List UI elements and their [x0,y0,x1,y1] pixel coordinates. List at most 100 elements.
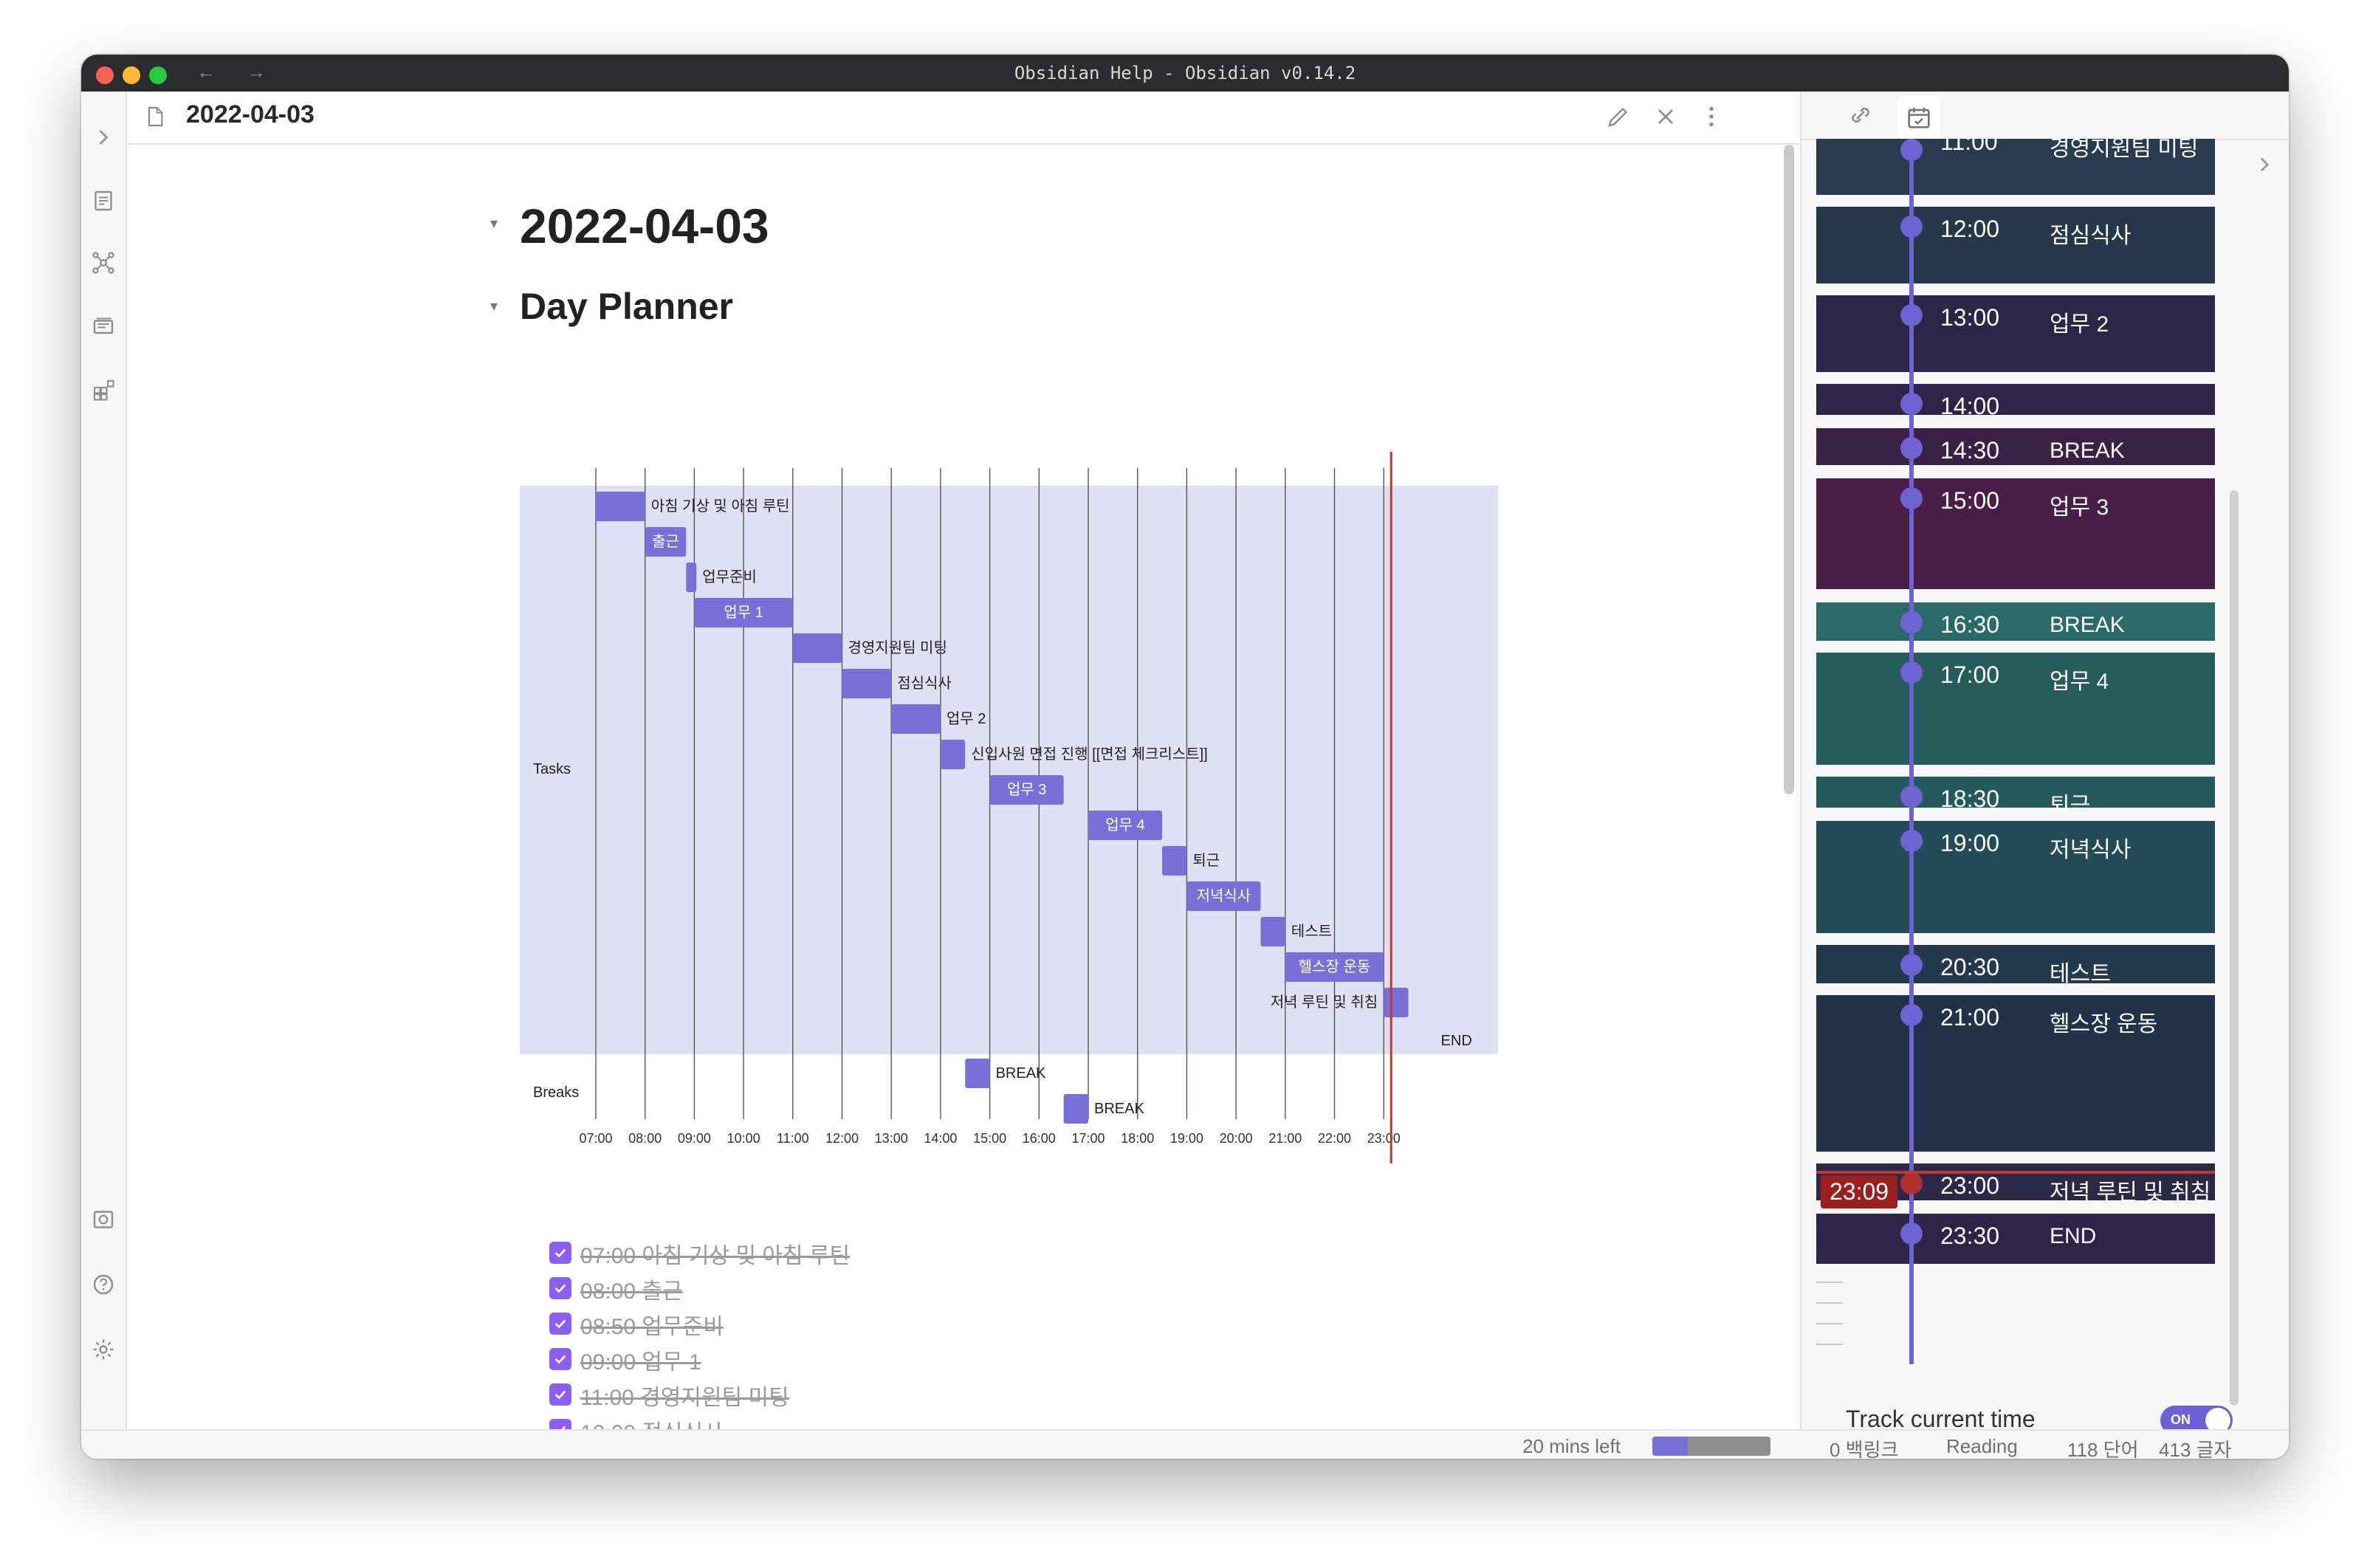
task-label: 업무 4 [1105,816,1144,833]
task-label: 퇴근 [1192,852,1220,869]
task-text: 08:00 출근 [580,1279,683,1304]
pencil-icon[interactable] [1605,103,1632,130]
sidebar-tab-header [1801,92,2289,140]
timeline-slot[interactable]: 14:30 BREAK [1816,428,2215,465]
sidebar-scrollbar[interactable] [2230,490,2239,1406]
slot-time: 11:00 [1940,139,1998,155]
day-progress-bar [1652,1437,1770,1456]
view-mode[interactable]: Reading [1946,1435,2018,1457]
slot-time: 14:00 [1940,393,2000,419]
calendar-icon [1904,103,1934,132]
slot-text: 헬스장 운동 [2050,1012,2158,1036]
help-icon[interactable] [90,1271,117,1298]
timeline-dot [1900,393,1923,415]
slot-time: 12:00 [1940,216,2000,242]
backlinks-count[interactable]: 0 백링크 [1830,1439,1899,1459]
timeline-slot[interactable]: 18:30 퇴근 [1816,777,2215,818]
task-text: 12:00 점심식사 [580,1414,724,1429]
collapse-right-sidebar-icon[interactable] [2252,152,2277,177]
close-window-button[interactable] [96,66,114,84]
close-icon[interactable] [1652,103,1679,130]
task-bar [792,633,842,663]
task-bar [694,598,793,627]
slides-icon[interactable] [90,313,117,340]
task-checkbox[interactable] [549,1242,571,1264]
day-planner-tab[interactable] [1897,96,1940,139]
row-label-tasks: Tasks [533,761,571,777]
settings-gear-icon[interactable] [90,1336,117,1363]
timeline-dot [1900,830,1923,852]
timeline-slot[interactable]: 17:00 업무 4 [1816,653,2215,765]
plugins-grid-icon[interactable] [90,376,117,403]
timeline-slot[interactable]: 11:00 경영지원팀 미팅 [1816,139,2215,195]
task-bar [686,563,697,592]
task-label: 아침 기상 및 아침 루틴 [651,498,790,515]
x-tick-label: 16:00 [1023,1131,1056,1146]
note-title[interactable]: 2022-04-03 [186,100,315,128]
timeline-slot[interactable]: 21:00 헬스장 운동 [1816,995,2215,1152]
task-bar [596,492,645,521]
task-bar [989,775,1064,805]
back-arrow-icon[interactable]: ← [196,61,216,83]
timeline-slot[interactable]: 12:00 점심식사 [1816,207,2215,283]
zoom-window-button[interactable] [149,66,167,84]
slot-text: 퇴근 [2050,794,2091,818]
timeline-dot [1900,785,1923,808]
timeline-slot[interactable]: 14:00 [1816,384,2215,419]
right-sidebar: 11:00 경영지원팀 미팅 12:00 점심식사 13:00 업무 2 14:00 14:3… [1800,92,2289,1435]
task-label: 신입사원 면접 진행 [[면접 체크리스트]] [971,746,1207,763]
timeline-slot[interactable]: 19:00 저녁식사 [1816,821,2215,933]
vault-icon[interactable] [90,1206,117,1233]
slot-text: 경영지원팀 미팅 [2050,139,2199,161]
more-options-icon[interactable] [1698,103,1725,130]
graph-view-icon[interactable] [90,250,117,276]
fold-arrow-icon[interactable]: ▾ [490,216,498,232]
timeline-slot[interactable]: 15:00 업무 3 [1816,478,2215,589]
x-tick-label: 15:00 [973,1131,1006,1146]
day-progress-fill [1652,1437,1688,1456]
timeline-dot [1900,954,1923,976]
app-window: ← → Obsidian Help - Obsidian v0.14.2 [81,55,2289,1459]
status-bar: 20 mins left 0 백링크 Reading 118 단어 413 글자 [81,1429,2289,1459]
timeline-dot [1900,661,1923,684]
task-bar [1088,811,1163,840]
timeline-slot[interactable]: 13:00 업무 2 [1816,295,2215,372]
timeline-slot[interactable]: 23:30 END [1816,1214,2215,1264]
x-tick-label: 08:00 [628,1131,662,1146]
forward-arrow-icon[interactable]: → [247,61,266,83]
file-icon [143,103,167,130]
backlinks-icon[interactable] [1846,100,1875,130]
x-tick-label: 14:00 [924,1131,957,1146]
task-checkbox[interactable] [549,1313,571,1335]
x-tick-label: 22:00 [1318,1131,1351,1146]
x-tick-label: 20:00 [1220,1131,1253,1146]
editor-scrollbar[interactable] [1784,145,1794,794]
quick-switcher-icon[interactable] [90,188,117,214]
task-checkbox[interactable] [549,1383,571,1406]
x-tick-label: 23:00 [1367,1131,1401,1146]
x-tick-label: 07:00 [579,1131,612,1146]
task-checkbox[interactable] [549,1348,571,1370]
toggle-state-label: ON [2171,1412,2191,1427]
break-label: BREAK [996,1065,1046,1082]
break-bar [1063,1094,1088,1124]
fold-arrow-icon[interactable]: ▾ [490,298,498,314]
timeline-slot[interactable]: 20:30 테스트 [1816,945,2215,986]
timeline-tick [1816,1302,1843,1304]
x-tick-label: 21:00 [1268,1131,1302,1146]
slot-text: BREAK [2050,613,2125,637]
x-tick-label: 09:00 [678,1131,711,1146]
timeline-dot [1900,216,1923,238]
timeline-dot [1900,611,1923,633]
expand-sidebar-icon[interactable] [90,124,117,151]
timeline-slot[interactable]: 16:30 BREAK [1816,602,2215,641]
x-tick-label: 13:00 [875,1131,908,1146]
slot-text: 점심식사 [2050,224,2132,248]
x-tick-label: 11:00 [777,1131,809,1146]
minimize-window-button[interactable] [123,66,140,84]
task-checkbox[interactable] [549,1419,571,1429]
char-count: 413 글자 [2159,1439,2232,1459]
timeline-dot [1900,1004,1923,1026]
task-checkbox[interactable] [549,1277,571,1299]
toggle-knob [2205,1408,2230,1433]
